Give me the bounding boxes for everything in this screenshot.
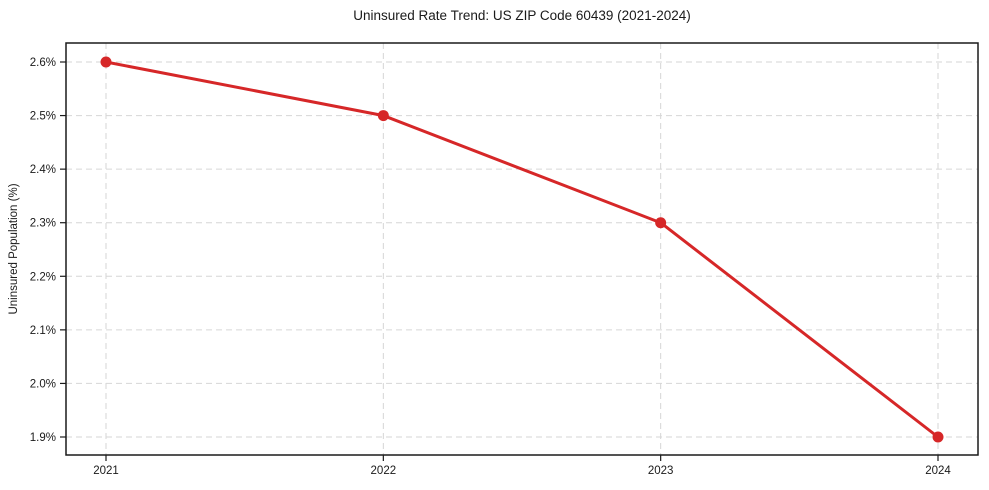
data-point xyxy=(377,110,389,122)
y-tick-label: 2.2% xyxy=(30,271,56,283)
x-tick-label: 2021 xyxy=(93,465,119,477)
axes-border xyxy=(65,42,979,456)
data-point xyxy=(655,217,667,229)
trend-line xyxy=(104,60,940,439)
data-point xyxy=(932,431,944,443)
x-tick-label: 2024 xyxy=(925,465,951,477)
y-tick-label: 2.3% xyxy=(30,218,56,230)
y-tick-label: 2.5% xyxy=(30,111,56,123)
y-axis-label: Uninsured Population (%) xyxy=(8,183,20,315)
y-tick-label: 2.6% xyxy=(30,57,56,69)
data-point xyxy=(100,56,112,68)
y-tick-label: 2.0% xyxy=(30,378,56,390)
x-tick-label: 2023 xyxy=(648,465,674,477)
x-tick-label: 2022 xyxy=(371,465,397,477)
y-tick-label: 2.1% xyxy=(30,325,56,337)
y-tick-label: 2.4% xyxy=(30,164,56,176)
chart-title: Uninsured Rate Trend: US ZIP Code 60439 … xyxy=(353,8,691,23)
y-tick-label: 1.9% xyxy=(30,432,56,444)
